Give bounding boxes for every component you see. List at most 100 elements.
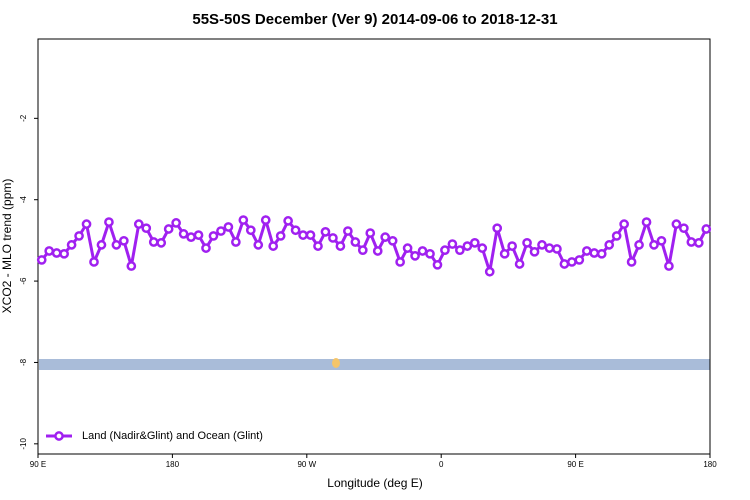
data-point (492, 223, 503, 234)
data-point (133, 219, 144, 229)
data-point (693, 237, 704, 248)
data-point (178, 229, 189, 239)
data-point (111, 240, 122, 250)
data-point (96, 240, 107, 250)
data-point (544, 243, 555, 253)
data-point (119, 235, 129, 246)
data-point (671, 219, 682, 229)
data-point (193, 230, 204, 240)
data-point (171, 218, 181, 228)
data-point (305, 230, 316, 240)
land-patch (332, 358, 340, 368)
data-point (343, 226, 353, 236)
data-point (268, 241, 279, 251)
data-point (253, 240, 264, 250)
legend-marker (54, 431, 64, 441)
data-point (567, 257, 577, 267)
data-point (275, 231, 286, 241)
data-point (387, 235, 398, 246)
data-point (357, 245, 368, 256)
data-point (425, 248, 435, 259)
data-point (335, 241, 346, 251)
data-point (104, 217, 114, 227)
data-point (36, 255, 47, 265)
data-point (126, 261, 137, 271)
data-point (66, 240, 77, 250)
data-point (320, 227, 331, 237)
data-point (552, 244, 562, 254)
data-point (604, 240, 615, 250)
data-point (432, 259, 443, 270)
data-point (447, 239, 458, 249)
data-point (298, 230, 308, 240)
x-axis-label: Longitude (deg E) (327, 476, 422, 490)
data-point (216, 226, 226, 236)
data-point (283, 216, 293, 226)
data-point (611, 231, 622, 241)
data-point (290, 225, 301, 236)
data-point (462, 241, 473, 251)
data-point (596, 248, 607, 259)
y-tick-label: -10 (19, 437, 28, 449)
data-point (59, 248, 69, 259)
data-point (89, 257, 99, 267)
data-point (589, 248, 600, 258)
data-point (81, 219, 92, 229)
data-point (484, 266, 495, 277)
data-point (328, 233, 338, 243)
data-point (238, 215, 249, 225)
data-point (656, 235, 667, 246)
data-point (574, 255, 585, 265)
chart-title: 55S-50S December (Ver 9) 2014-09-06 to 2… (192, 11, 557, 28)
data-point (664, 261, 674, 271)
data-point (365, 228, 376, 238)
data-point (619, 219, 629, 229)
data-point (148, 237, 159, 247)
data-point (529, 246, 540, 257)
y-axis-label: XCO2 - MLO trend (ppm) (0, 179, 14, 314)
data-point (649, 240, 659, 250)
data-point (537, 240, 547, 250)
y-tick-label: -8 (19, 358, 28, 366)
y-tick-label: -4 (19, 196, 28, 204)
data-point (522, 237, 532, 248)
data-point (350, 237, 361, 247)
data-point (208, 231, 219, 241)
data-point (141, 223, 152, 234)
map-strip (39, 359, 710, 370)
data-point (641, 217, 652, 227)
plot-frame (37, 38, 711, 455)
data-point (701, 224, 712, 234)
data-point (455, 245, 465, 256)
data-point (44, 246, 55, 256)
data-point (559, 259, 570, 269)
data-point (469, 237, 480, 248)
data-point (372, 246, 383, 256)
data-point (402, 243, 413, 253)
data-point (395, 257, 405, 267)
x-tick-label: 90 E (30, 460, 46, 469)
data-point (440, 245, 450, 256)
x-tick-label: 90 E (567, 460, 583, 469)
data-point (410, 251, 420, 261)
data-point (51, 248, 62, 258)
data-point (679, 223, 689, 234)
data-point (313, 241, 323, 251)
data-point (581, 246, 592, 256)
data-point (74, 231, 84, 241)
data-point (514, 259, 525, 269)
data-point (163, 224, 174, 234)
data-point (507, 241, 517, 251)
data-point (260, 215, 271, 225)
data-point (417, 246, 428, 256)
data-point (223, 222, 234, 232)
data-point (231, 237, 241, 247)
x-tick-label: 180 (166, 460, 180, 469)
data-point (380, 232, 391, 242)
data-point (201, 243, 211, 253)
x-tick-label: 90 W (297, 460, 316, 469)
data-point (186, 232, 196, 242)
x-tick-label: 0 (439, 460, 444, 469)
data-point (686, 237, 697, 247)
